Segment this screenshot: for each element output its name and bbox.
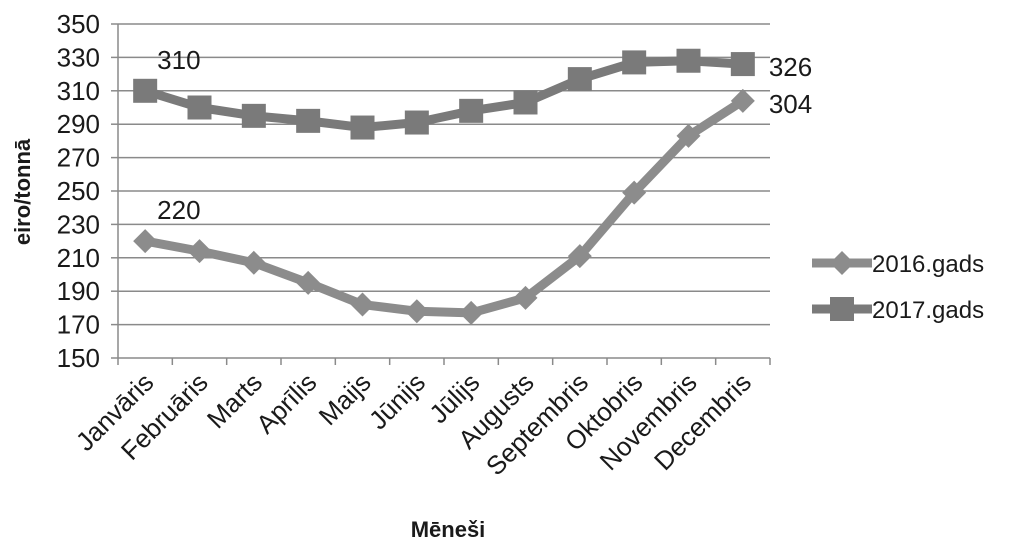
x-tick-label: Aprīlis [250, 367, 322, 439]
data-point-diamond [567, 244, 592, 269]
data-label: 310 [157, 45, 200, 75]
data-point-diamond [622, 180, 647, 205]
data-point-diamond [296, 270, 321, 295]
y-tick-label: 170 [57, 310, 100, 340]
series-line [143, 56, 744, 133]
data-point-square [459, 98, 484, 123]
data-labels: 220 304 310 326 [157, 45, 812, 225]
x-axis-title: Mēneši [411, 517, 486, 541]
y-tick-label: 290 [57, 109, 100, 139]
data-point-diamond [676, 123, 701, 148]
data-point-diamond [459, 300, 484, 325]
legend-marker-diamond [830, 251, 854, 275]
data-label: 304 [769, 89, 812, 119]
y-tick-label: 270 [57, 143, 100, 173]
data-point-diamond [187, 239, 212, 264]
series-0 [133, 88, 755, 325]
data-point-square [567, 67, 592, 92]
data-label: 220 [157, 195, 200, 225]
legend-item-0: 2016.gads [812, 251, 984, 278]
data-point-square [350, 115, 375, 140]
data-point-diamond [730, 88, 755, 113]
y-tick-label: 330 [57, 42, 100, 72]
data-point-diamond [404, 299, 429, 324]
y-tick-label: 250 [57, 176, 100, 206]
x-tick-label: Maijs [313, 367, 377, 431]
data-point-square [676, 48, 701, 73]
legend-label: 2017.gads [872, 297, 984, 324]
grid-lines [118, 23, 770, 326]
series-line [144, 97, 746, 318]
legend: 2016.gads 2017.gads [812, 251, 984, 324]
y-tick-label: 350 [57, 9, 100, 39]
data-point-diamond [513, 285, 538, 310]
axes [111, 23, 771, 365]
y-axis-title: eiro/tonnā [10, 138, 35, 245]
series-1 [133, 48, 755, 140]
data-point-square [513, 90, 538, 115]
series-lines [133, 48, 755, 325]
y-tick-label: 210 [57, 243, 100, 273]
data-point-square [241, 103, 266, 128]
data-point-square [187, 95, 212, 120]
legend-item-1: 2017.gads [812, 297, 984, 324]
data-point-square [133, 78, 158, 103]
data-label: 326 [769, 52, 812, 82]
data-point-diamond [133, 229, 158, 254]
data-point-square [622, 50, 647, 75]
y-tick-label: 230 [57, 209, 100, 239]
data-point-diamond [350, 292, 375, 317]
x-tick-labels: JanvārisFebruārisMartsAprīlisMaijsJūnijs… [70, 367, 757, 481]
data-point-square [404, 110, 429, 135]
x-tick-label: Jūnijs [363, 367, 431, 435]
data-point-diamond [241, 250, 266, 275]
data-point-square [296, 108, 321, 133]
legend-label: 2016.gads [872, 251, 984, 278]
legend-marker-square [830, 297, 854, 321]
y-tick-label: 150 [57, 343, 100, 373]
data-point-square [730, 52, 755, 77]
y-tick-label: 310 [57, 76, 100, 106]
y-tick-label: 190 [57, 276, 100, 306]
